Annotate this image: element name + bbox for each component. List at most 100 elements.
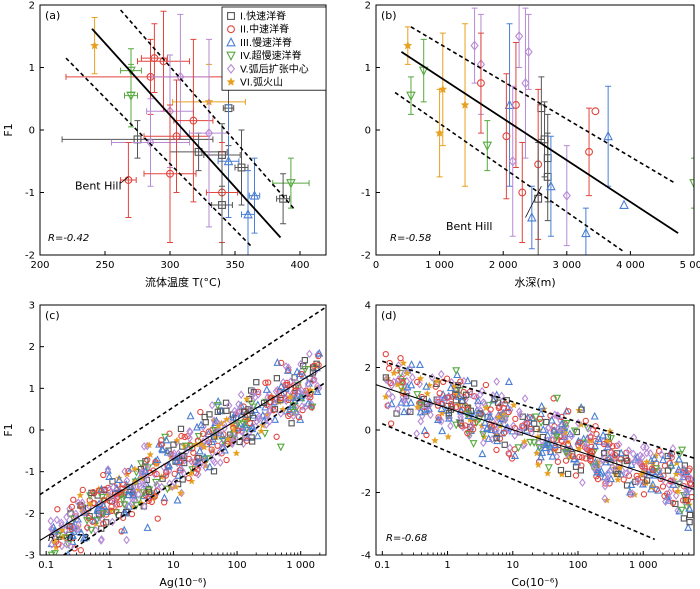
cloud-point-V <box>629 449 637 459</box>
panel-c: 0.1 1 10 100 1 000 -3 -2 -1 0 1 2 3 Ag(10⁻⁶) F1 (c) R=-… <box>2 301 327 589</box>
point-marker-VI <box>438 84 448 94</box>
cloud-point-V <box>293 377 300 387</box>
cloud-point-II <box>54 506 61 513</box>
cloud-point-IV <box>98 494 107 502</box>
cloud-point-V <box>186 433 193 443</box>
cloud-point-III <box>273 358 282 366</box>
y-tick-label: 0 <box>365 126 371 137</box>
cloud-point-VI <box>433 377 441 385</box>
cloud-point-I <box>578 406 585 413</box>
cloud-point-VI <box>86 500 94 508</box>
cloud-point-V <box>501 414 509 423</box>
cloud-point-III <box>229 412 238 421</box>
cloud-point-II <box>282 381 289 389</box>
cloud-point-I <box>471 380 478 387</box>
cloud-point-II <box>68 503 75 511</box>
cloud-point-IV <box>413 391 422 399</box>
x-tick-label: 1 000 <box>629 560 658 571</box>
cloud-point-III <box>277 382 286 390</box>
point-marker-II <box>591 107 600 116</box>
cloud-point-IV <box>514 444 523 453</box>
cloud-point-V <box>182 447 190 457</box>
cloud-point-I <box>159 475 166 482</box>
point-marker-VI <box>403 40 413 50</box>
cloud-point-V <box>437 369 445 379</box>
annotation-pointer <box>525 186 542 218</box>
cloud-point-VI <box>495 413 503 421</box>
cloud-point-VI <box>413 403 422 411</box>
cloud-point-III <box>237 400 246 409</box>
cloud-point-V <box>311 374 318 384</box>
cloud-point-III <box>656 469 665 478</box>
cloud-point-III <box>121 508 130 517</box>
cloud-point-III <box>539 425 548 433</box>
cloud-point-I <box>643 477 651 484</box>
data-point <box>173 38 214 203</box>
cloud-point-VI <box>222 415 231 423</box>
cloud-point-I <box>681 462 688 469</box>
cloud-point-VI <box>390 369 398 377</box>
x-tick-label: 5 000 <box>680 260 700 271</box>
y-tick-label: 2 <box>29 342 35 353</box>
cloud-point-II <box>277 394 284 402</box>
cloud-point-V <box>493 377 500 386</box>
regression-line <box>400 51 679 234</box>
point-marker-V <box>470 40 479 51</box>
cloud-point-III <box>590 411 599 420</box>
bent-hill-label: Bent Hill <box>446 220 493 233</box>
cloud-point-V <box>304 379 312 389</box>
cloud-point-I <box>145 488 153 496</box>
cloud-point-II <box>144 456 151 463</box>
cloud-point-V <box>568 431 575 441</box>
cloud-point-V <box>604 476 611 486</box>
cloud-point-II <box>536 415 544 423</box>
cloud-point-I <box>447 406 455 413</box>
cloud-point-III <box>544 438 553 447</box>
cloud-point-V <box>647 449 654 458</box>
cloud-point-V <box>79 498 86 507</box>
x-axis-label: 水深(m) <box>514 276 555 289</box>
confidence-lower-line <box>65 57 252 247</box>
cloud-point-V <box>255 414 263 424</box>
cloud-point-II <box>659 483 667 490</box>
cloud-point-IV <box>120 501 129 510</box>
cloud-point-V <box>66 504 73 514</box>
cloud-point-V <box>129 498 136 507</box>
cloud-point-III <box>416 407 425 416</box>
cloud-point-VI <box>214 422 223 430</box>
cloud-point-III <box>186 411 195 420</box>
cloud-point-V <box>297 360 304 369</box>
cloud-point-VI <box>444 432 452 441</box>
cloud-point-VI <box>259 421 267 429</box>
cloud-point-V <box>474 400 482 410</box>
cloud-point-III <box>481 418 490 426</box>
cloud-point-I <box>533 425 540 433</box>
x-axis-label: 流体温度 T(°C) <box>145 275 221 289</box>
cloud-point-VI <box>520 437 529 445</box>
legend-box <box>221 6 327 91</box>
data-point <box>537 76 546 140</box>
cloud-point-V <box>140 442 148 451</box>
cloud-point-V <box>519 441 527 450</box>
cloud-point-II <box>641 463 648 470</box>
cloud-point-II <box>661 492 668 500</box>
cloud-point-V <box>139 468 146 477</box>
cloud-point-III <box>541 440 550 449</box>
cloud-point-V <box>75 520 82 530</box>
cloud-point-IV <box>50 550 59 555</box>
cloud-point-IV <box>260 429 269 438</box>
cloud-point-III <box>647 484 656 493</box>
cloud-point-II <box>386 359 393 367</box>
cloud-point-II <box>90 488 97 496</box>
cloud-point-II <box>464 406 471 413</box>
point-marker-III <box>249 190 260 200</box>
cloud-point-II <box>55 541 62 548</box>
cloud-point-II <box>624 456 631 464</box>
y-tick-label: 3 <box>29 301 35 312</box>
point-marker-III <box>619 199 629 209</box>
point-marker-V <box>562 190 571 201</box>
cloud-point-I <box>501 441 508 448</box>
cloud-point-V <box>416 379 423 389</box>
cloud-point-V <box>466 431 473 441</box>
cloud-point-IV <box>194 433 203 441</box>
